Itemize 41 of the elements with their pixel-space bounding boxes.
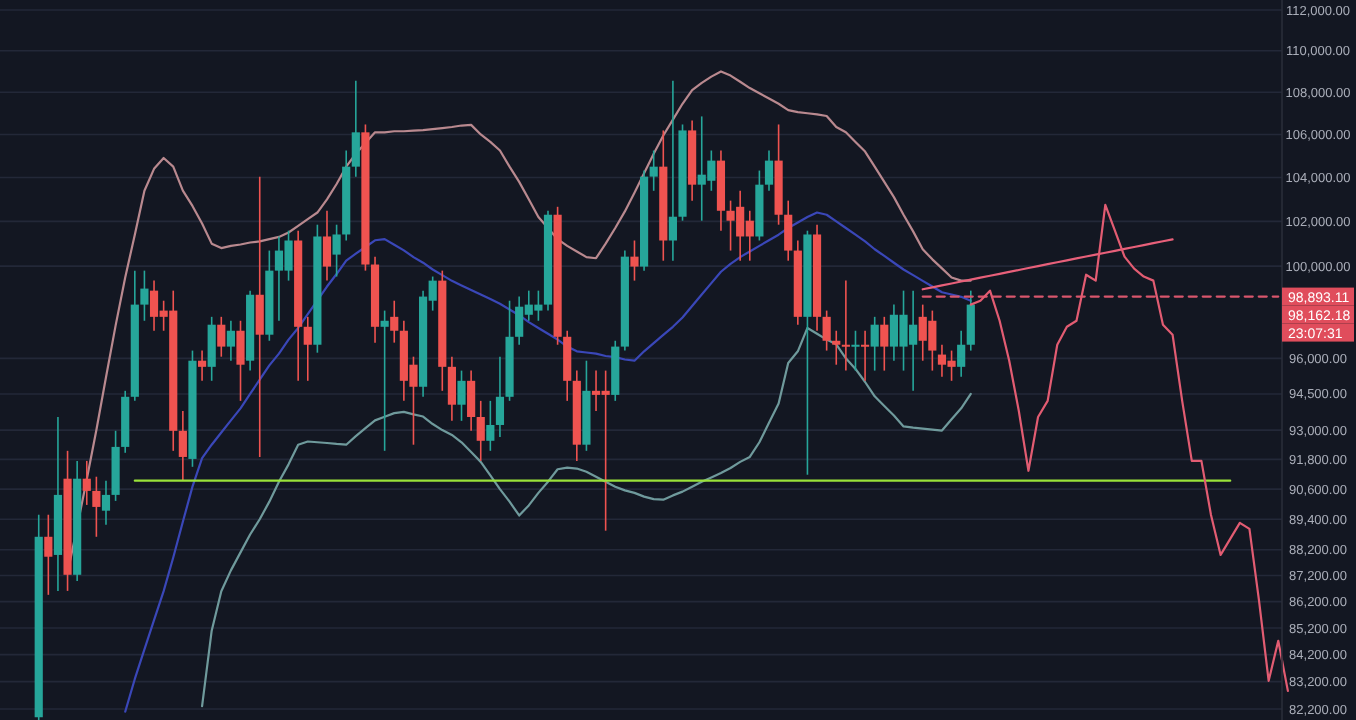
candlestick xyxy=(207,316,216,382)
candlestick xyxy=(861,329,870,382)
candlestick xyxy=(764,149,774,192)
candlestick xyxy=(322,209,332,282)
candlestick xyxy=(476,400,485,462)
candlestick xyxy=(303,316,312,382)
candlestick xyxy=(380,309,389,452)
candlestick xyxy=(44,513,53,596)
candlestick xyxy=(82,460,91,506)
candlestick xyxy=(197,349,207,382)
candlestick xyxy=(390,299,399,344)
candlestick xyxy=(447,355,456,422)
candlestick xyxy=(563,329,572,402)
candlestick xyxy=(332,223,341,278)
candlestick xyxy=(630,239,639,282)
candlestick xyxy=(841,279,850,372)
candlestick xyxy=(832,329,841,366)
candlestick xyxy=(351,79,360,178)
candlestick xyxy=(178,410,187,482)
candlestick xyxy=(92,475,101,538)
candlestick xyxy=(226,319,235,362)
candlestick xyxy=(966,289,975,352)
candlestick xyxy=(957,329,966,378)
candlestick xyxy=(851,329,860,372)
candlestick xyxy=(822,309,831,352)
candlestick xyxy=(255,175,264,458)
candlestick xyxy=(486,400,495,452)
candlestick xyxy=(457,369,466,422)
candlestick xyxy=(784,199,793,262)
candlestick xyxy=(140,269,149,322)
candlestick xyxy=(217,316,226,358)
line-series xyxy=(124,211,972,713)
candlestick xyxy=(101,479,111,526)
candlestick xyxy=(111,430,120,502)
candlestick xyxy=(870,316,879,372)
candlestick xyxy=(649,149,658,192)
candlestick xyxy=(495,355,505,438)
candlestick xyxy=(880,316,889,372)
candlestick xyxy=(236,319,245,402)
candlestick xyxy=(668,79,677,262)
candlestick xyxy=(467,369,476,432)
